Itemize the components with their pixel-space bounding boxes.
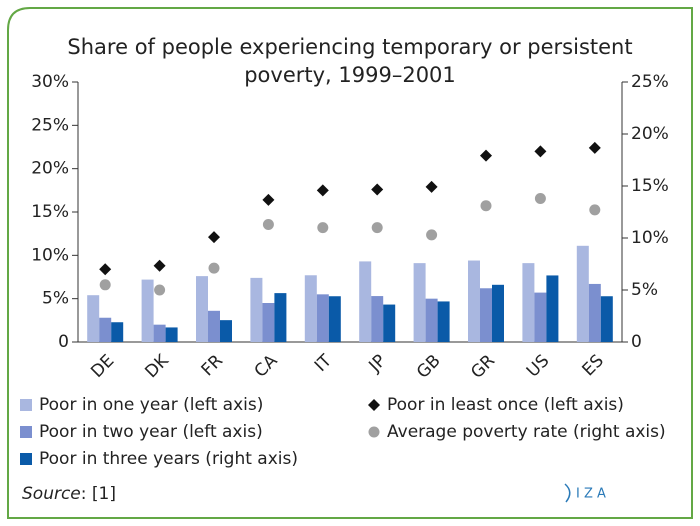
bar (165, 327, 178, 342)
x-tick-label: ES (578, 351, 607, 380)
legend-swatch (368, 426, 380, 438)
legend-swatch (20, 453, 32, 465)
y2-tick-label: 0 (631, 332, 642, 352)
y-tick-label: 15% (31, 202, 69, 222)
bar (359, 261, 372, 342)
bar (600, 296, 613, 342)
chart-title: Share of people experiencing temporary o… (67, 35, 632, 59)
legend-swatch (368, 399, 380, 411)
x-tick-label: GB (413, 351, 445, 383)
legend-label: Poor in three years (right axis) (39, 449, 298, 469)
bar (87, 295, 100, 342)
bar (371, 296, 384, 342)
diamond-marker (425, 180, 438, 193)
legend-label: Poor in least once (left axis) (387, 395, 624, 415)
bar (153, 324, 166, 342)
bar (468, 260, 480, 342)
bar (328, 296, 341, 342)
x-tick-label: DK (141, 350, 173, 382)
bar (99, 317, 112, 342)
circle-marker (154, 284, 166, 296)
bar (220, 320, 232, 342)
diamond-marker (99, 263, 112, 276)
bar (534, 292, 547, 342)
bar (262, 303, 275, 342)
bar (250, 277, 263, 342)
circle-marker (317, 222, 329, 234)
y-tick-label: 30% (31, 72, 69, 92)
legend-label: Poor in two year (left axis) (39, 422, 263, 442)
circle-marker (371, 222, 383, 234)
y2-tick-label: 20% (631, 124, 669, 144)
bar (480, 288, 492, 342)
bar (383, 304, 396, 342)
bar (576, 245, 589, 342)
y-tick-label: 10% (31, 245, 69, 265)
diamond-marker (208, 231, 220, 244)
logo: I Z A (576, 487, 606, 502)
bar (196, 276, 208, 342)
diamond-marker (534, 145, 547, 158)
chart-title: poverty, 1999–2001 (244, 63, 456, 87)
legend-label: Poor in one year (left axis) (39, 395, 263, 415)
bar (141, 279, 154, 342)
bar (304, 275, 317, 342)
logo-mark (564, 483, 571, 503)
y2-tick-label: 5% (631, 280, 658, 300)
bar (437, 301, 450, 342)
bar (413, 263, 426, 342)
y2-tick-label: 25% (631, 72, 669, 92)
legend-swatch (20, 399, 32, 411)
legend-swatch (20, 426, 32, 438)
bar (522, 263, 535, 342)
source-text: : [1] (81, 484, 116, 504)
bar (274, 293, 287, 342)
bar (588, 283, 601, 342)
circle-marker (480, 200, 492, 212)
y-tick-label: 20% (31, 159, 69, 179)
diamond-marker (316, 184, 329, 197)
circle-marker (534, 192, 546, 204)
bar (425, 298, 438, 342)
circle-marker (208, 262, 220, 274)
diamond-marker (480, 149, 492, 162)
frame (7, 7, 693, 519)
diamond-marker (588, 141, 601, 154)
bar (546, 275, 559, 342)
x-tick-label: IT (311, 350, 336, 375)
x-tick-label: FR (198, 351, 228, 381)
bar (492, 284, 504, 342)
x-tick-label: US (523, 351, 554, 382)
source-label: Source (22, 484, 81, 504)
y2-tick-label: 10% (631, 228, 669, 248)
circle-marker (589, 204, 601, 216)
y-tick-label: 0 (58, 332, 69, 352)
x-tick-label: JP (365, 351, 391, 377)
diamond-marker (262, 193, 275, 206)
circle-marker (426, 229, 438, 241)
legend-label: Average poverty rate (right axis) (387, 422, 666, 442)
diamond-marker (371, 183, 384, 196)
y-tick-label: 5% (42, 289, 69, 309)
x-tick-label: CA (251, 351, 282, 382)
diamond-marker (153, 259, 166, 272)
bar (208, 310, 220, 342)
circle-marker (99, 279, 111, 291)
x-tick-label: DE (87, 351, 118, 382)
circle-marker (262, 218, 274, 230)
source: Source: [1] (22, 484, 116, 504)
bar (316, 294, 329, 342)
x-tick-label: GR (467, 351, 499, 383)
y-tick-label: 25% (31, 115, 69, 135)
y2-tick-label: 15% (631, 176, 669, 196)
bar (111, 322, 124, 342)
